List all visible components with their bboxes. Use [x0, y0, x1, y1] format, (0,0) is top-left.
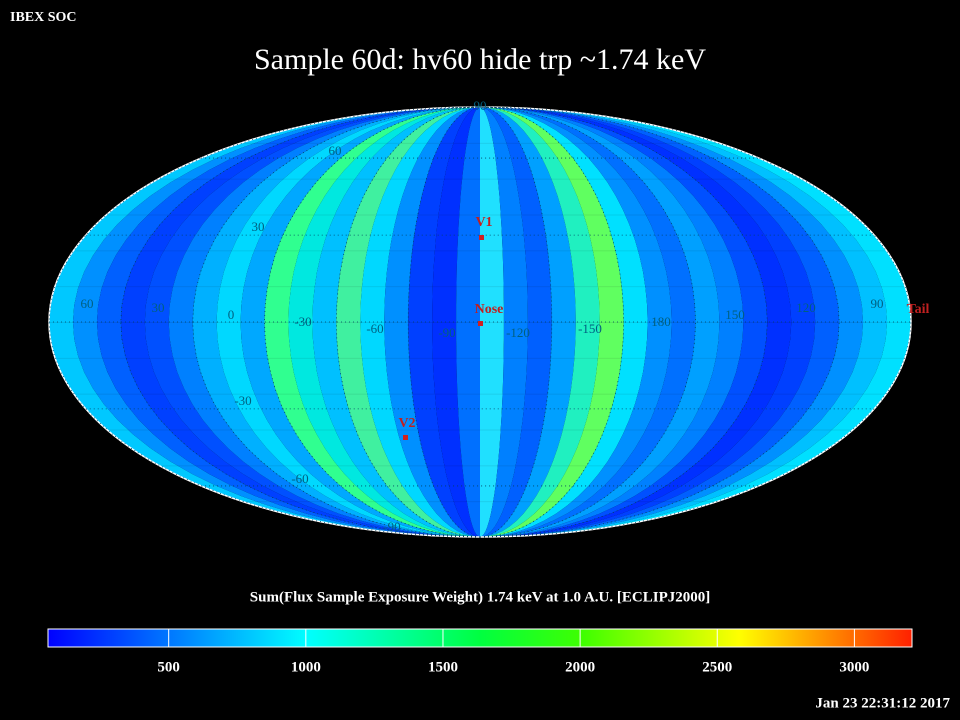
map-band [312, 107, 480, 537]
map-row-shade [49, 465, 911, 467]
longitude-label: -150 [578, 321, 602, 336]
longitude-label: 60 [81, 296, 94, 311]
longitude-label: 180 [651, 314, 671, 329]
map-row-shade [49, 393, 911, 395]
marker-dot [403, 435, 408, 440]
map-row-shade [49, 501, 911, 503]
marker-label: V1 [475, 215, 492, 230]
latitude-label: 90 [474, 98, 487, 113]
graticule [48, 106, 912, 538]
colorbar-tick-label: 3000 [839, 659, 869, 675]
colorbar-tick-label: 1500 [428, 659, 458, 675]
longitude-label: -30 [294, 314, 311, 329]
map-band [480, 107, 576, 537]
map-band [480, 107, 600, 537]
map-band [384, 107, 480, 537]
longitude-label: -60 [366, 321, 383, 336]
latitude-label: 30 [252, 219, 265, 234]
colorbar-tick-label: 1000 [291, 659, 321, 675]
meridian [192, 106, 481, 538]
marker-dot [479, 235, 484, 240]
longitude-label: -90 [438, 325, 455, 340]
longitude-label: 150 [725, 307, 745, 322]
map-row-shade [49, 142, 911, 144]
map-row-shade [49, 286, 911, 288]
meridian [479, 106, 768, 538]
map-band [408, 107, 480, 537]
meridian [264, 106, 481, 538]
marker-label: Tail [907, 302, 930, 317]
meridian [335, 106, 481, 538]
marker-label: Nose [475, 302, 504, 317]
colorbar-tick-label: 2500 [702, 659, 732, 675]
colorbar-title: Sum(Flux Sample Exposure Weight) 1.74 ke… [250, 589, 710, 605]
timestamp: Jan 23 22:31:12 2017 [815, 695, 950, 711]
meridian [479, 106, 696, 538]
latitude-label: 60 [329, 143, 342, 158]
colorbar-ticks: 500 1000 1500 2000 2500 3000 [157, 629, 869, 675]
map-band [456, 107, 480, 537]
colorbar-tick-label: 2000 [565, 659, 595, 675]
marker-label: V2 [398, 416, 415, 431]
longitude-label: 120 [796, 300, 816, 315]
map-band [480, 107, 648, 537]
meridian [407, 106, 481, 538]
map-band [480, 107, 528, 537]
map-band [432, 107, 480, 537]
longitude-label: 0 [228, 307, 235, 322]
map-band [336, 107, 480, 537]
map-row-shade [49, 250, 911, 252]
latitude-label: -90 [383, 519, 400, 534]
latitude-label: -30 [234, 393, 251, 408]
colorbar [47, 628, 913, 648]
map-band [480, 107, 504, 537]
map-band [480, 107, 552, 537]
map-band [480, 107, 624, 537]
longitude-label: 30 [152, 300, 165, 315]
title: Sample 60d: hv60 hide trp ~1.74 keV [254, 43, 706, 76]
map-row-shade [49, 429, 911, 431]
map-row-shade [49, 214, 911, 216]
map-labels: 60 30 0 -30 -60 -90 -120 -150 180 150 120 90 90 60 30 -… [81, 98, 930, 534]
meridian [479, 106, 553, 538]
colorbar-tick-label: 500 [157, 659, 180, 675]
marker-dot [478, 321, 483, 326]
map-row-shade [49, 178, 911, 180]
header-label: IBEX SOC [10, 10, 77, 25]
longitude-label: 90 [871, 296, 884, 311]
latitude-label: -60 [291, 471, 308, 486]
meridian [479, 106, 625, 538]
longitude-label: -120 [506, 325, 530, 340]
map-band [360, 107, 480, 537]
map-row-shade [49, 357, 911, 359]
